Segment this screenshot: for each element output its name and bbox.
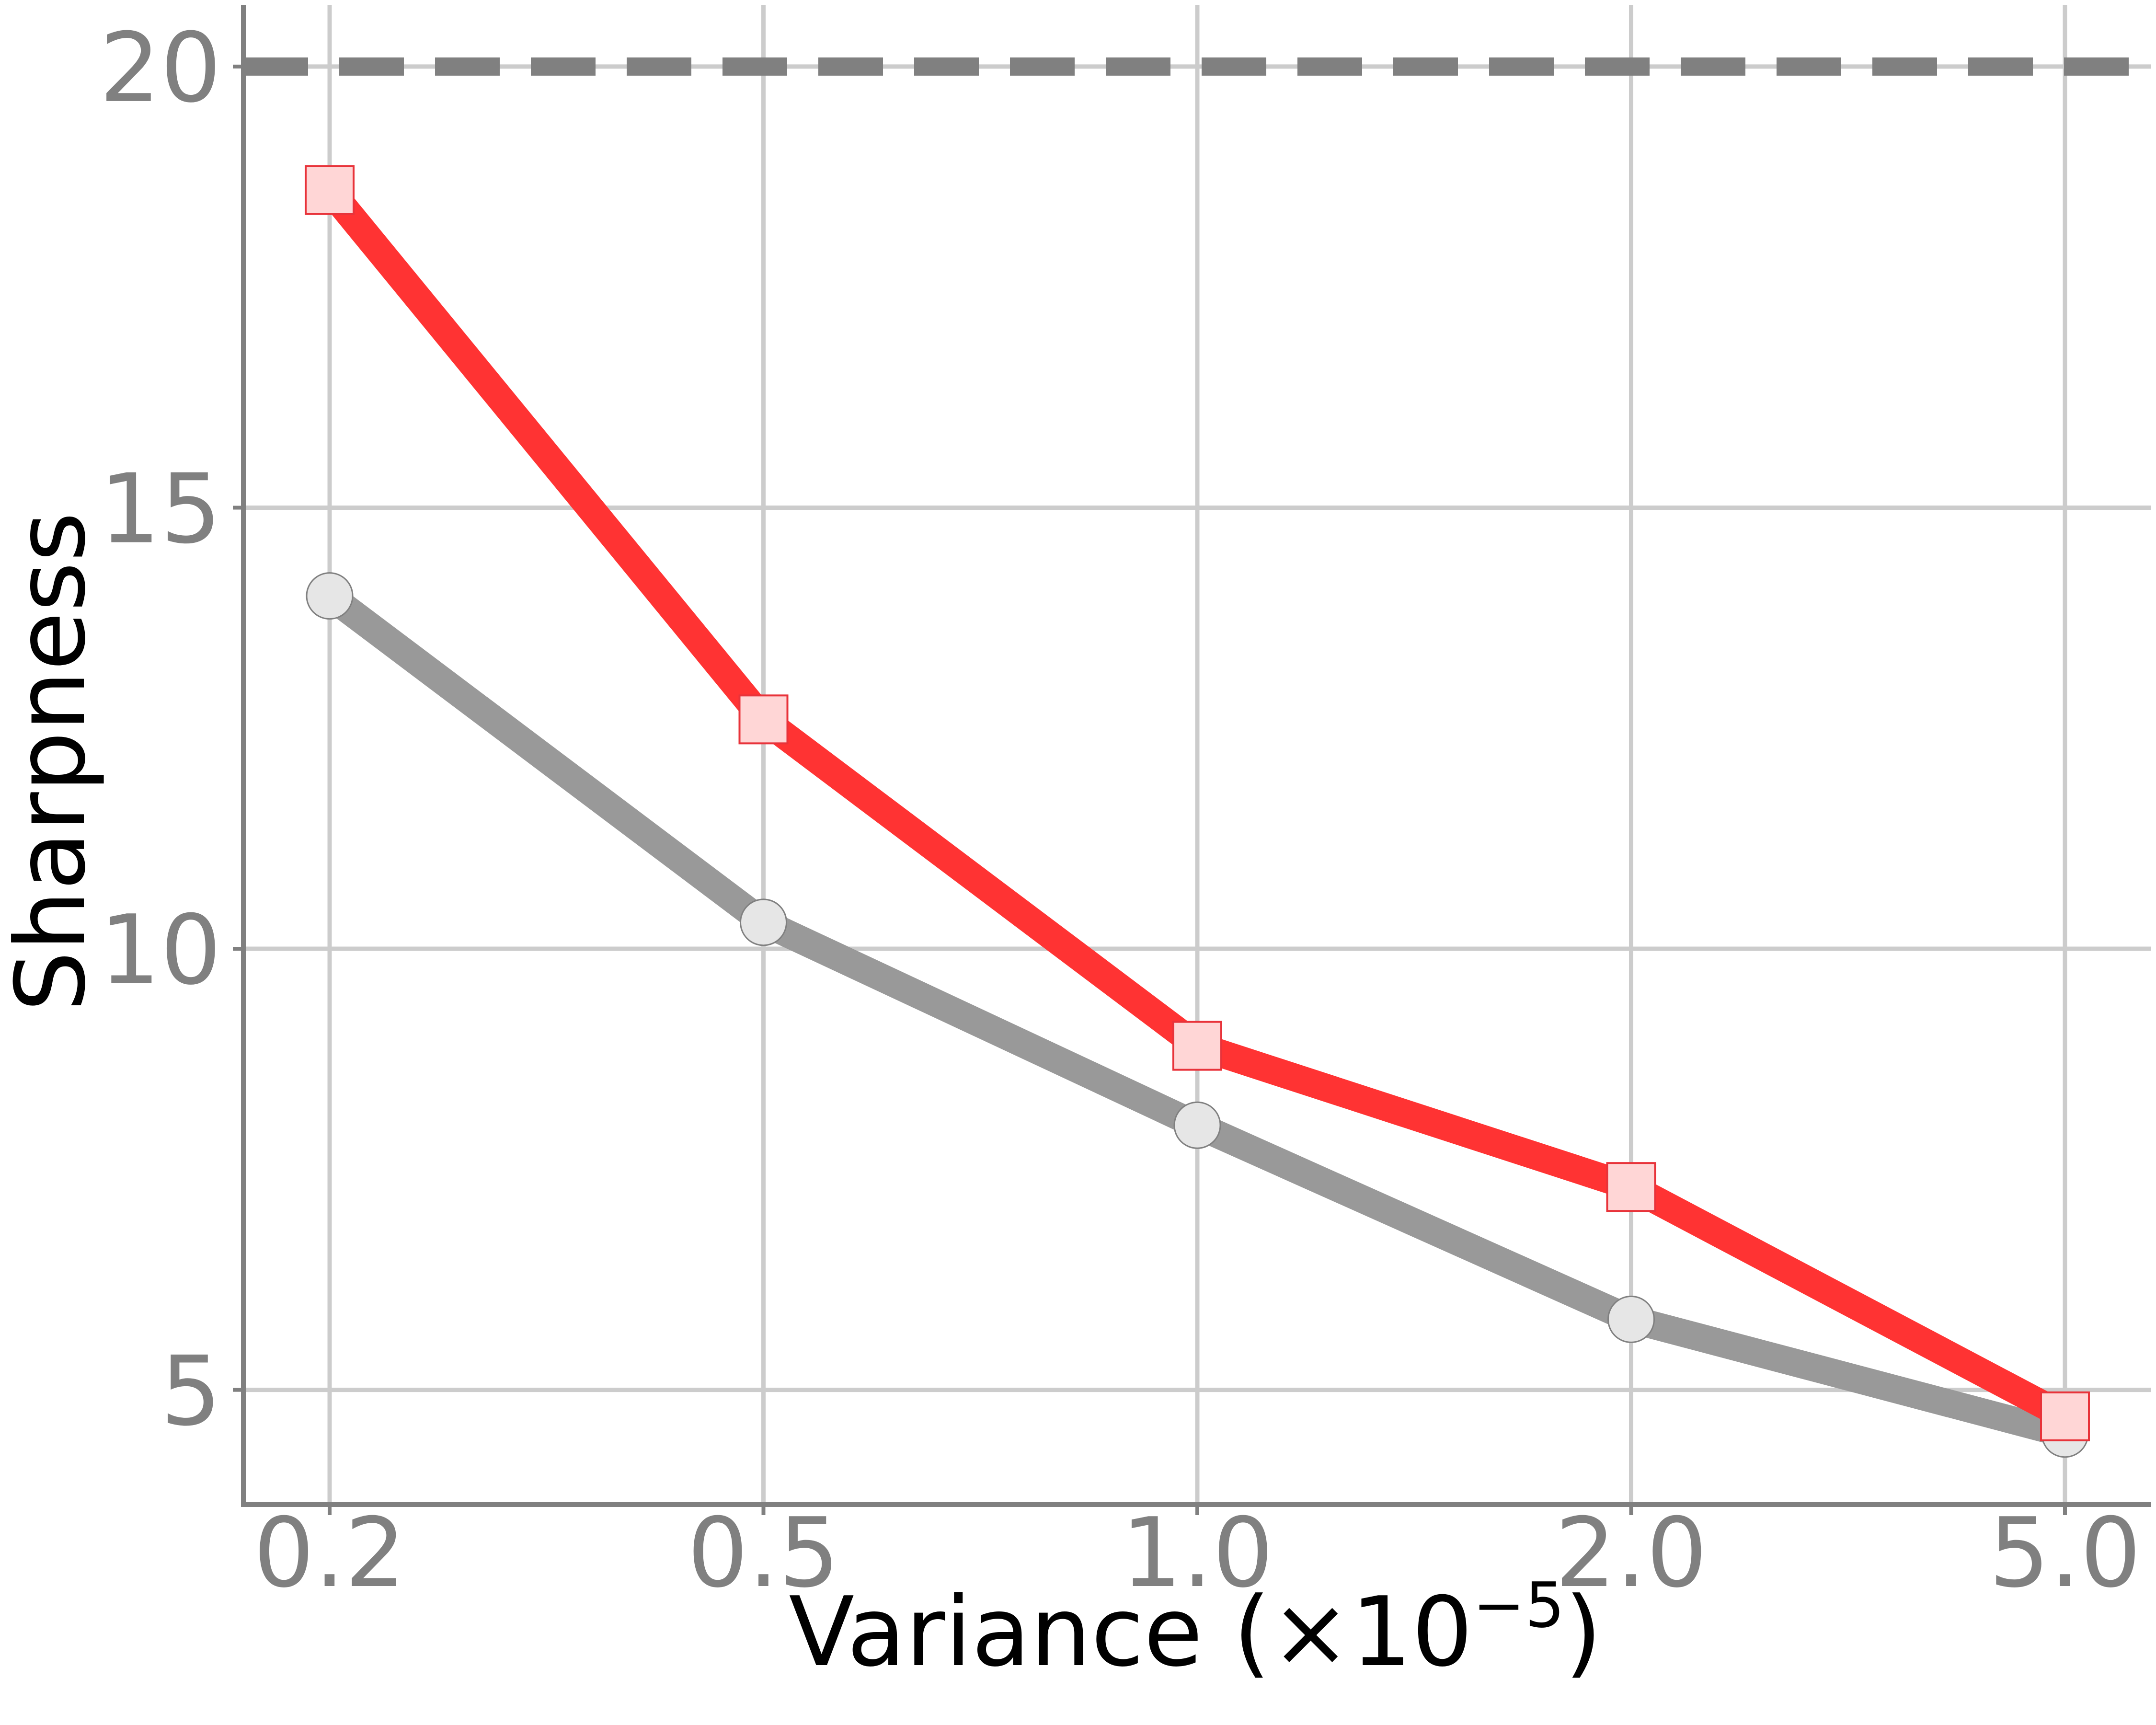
data-point-series-2 <box>2040 1391 2090 1441</box>
y-tick-label: 20 <box>100 12 222 124</box>
data-point-series-1 <box>306 572 354 620</box>
x-tick-label: 1.0 <box>1121 1497 1273 1609</box>
x-axis-title-exponent: −5 <box>1473 1569 1565 1642</box>
x-tick-label: 5.0 <box>1989 1497 2141 1609</box>
x-tick-label: 0.5 <box>687 1497 839 1609</box>
y-tick-label: 5 <box>161 1336 221 1448</box>
y-axis-title: Sharpness <box>0 512 107 1012</box>
x-axis-title-text: Variance (×10 <box>789 1576 1473 1688</box>
x-axis-title: Variance (×10−5) <box>789 1569 1602 1688</box>
data-point-series-2 <box>1606 1162 1656 1212</box>
y-tick-label: 15 <box>100 453 222 565</box>
data-point-series-2 <box>1172 1021 1222 1071</box>
x-tick-label: 0.2 <box>253 1497 406 1609</box>
y-tick-label: 10 <box>100 895 222 1006</box>
data-point-series-1 <box>1173 1101 1221 1149</box>
x-tick-labels: 0.2 0.5 1.0 2.0 5.0 <box>253 1497 2141 1609</box>
series-markers <box>305 165 2090 1458</box>
x-tick-label: 2.0 <box>1555 1497 1707 1609</box>
data-point-series-2 <box>305 165 355 215</box>
data-point-series-2 <box>738 694 789 745</box>
data-point-series-1 <box>1607 1295 1655 1343</box>
x-axis-title-close: ) <box>1565 1576 1602 1688</box>
y-tick-labels: 5 10 15 20 <box>100 12 243 1448</box>
data-point-series-1 <box>740 898 787 946</box>
